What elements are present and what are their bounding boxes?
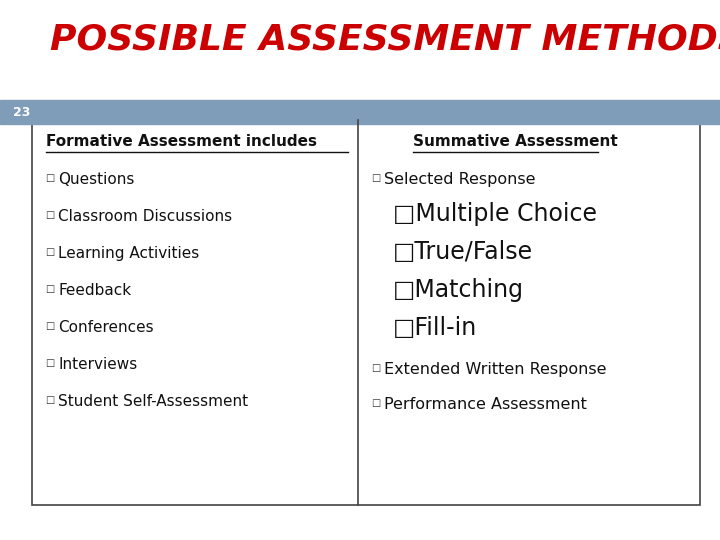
- Bar: [0, 100, 720, 124]
- Text: □: □: [45, 395, 54, 405]
- Text: □True/False: □True/False: [393, 240, 533, 264]
- Text: □: □: [371, 363, 380, 373]
- Text: □: □: [45, 284, 54, 294]
- Text: Interviews: Interviews: [58, 357, 138, 372]
- Text: □: □: [45, 173, 54, 183]
- Bar: [32, 120, 700, 505]
- Text: □Fill-in: □Fill-in: [393, 316, 477, 340]
- Text: Student Self-Assessment: Student Self-Assessment: [58, 394, 248, 409]
- Text: Questions: Questions: [58, 172, 135, 187]
- Text: Formative Assessment includes: Formative Assessment includes: [46, 134, 317, 149]
- Text: Conferences: Conferences: [58, 320, 153, 335]
- Text: Selected Response: Selected Response: [384, 172, 536, 187]
- Text: Classroom Discussions: Classroom Discussions: [58, 209, 232, 224]
- Text: □: □: [371, 173, 380, 183]
- Text: □: □: [371, 398, 380, 408]
- Text: POSSIBLE ASSESSMENT METHODS: POSSIBLE ASSESSMENT METHODS: [50, 23, 720, 57]
- Text: 23: 23: [13, 105, 31, 118]
- Text: □: □: [45, 321, 54, 331]
- Text: □: □: [45, 210, 54, 220]
- Text: □: □: [45, 247, 54, 257]
- Text: Summative Assessment: Summative Assessment: [413, 134, 618, 149]
- Text: □Multiple Choice: □Multiple Choice: [393, 202, 597, 226]
- Text: □Matching: □Matching: [393, 278, 524, 302]
- Text: Learning Activities: Learning Activities: [58, 246, 199, 261]
- Text: Feedback: Feedback: [58, 283, 131, 298]
- Text: Performance Assessment: Performance Assessment: [384, 397, 587, 412]
- Text: Extended Written Response: Extended Written Response: [384, 362, 606, 377]
- Text: □: □: [45, 358, 54, 368]
